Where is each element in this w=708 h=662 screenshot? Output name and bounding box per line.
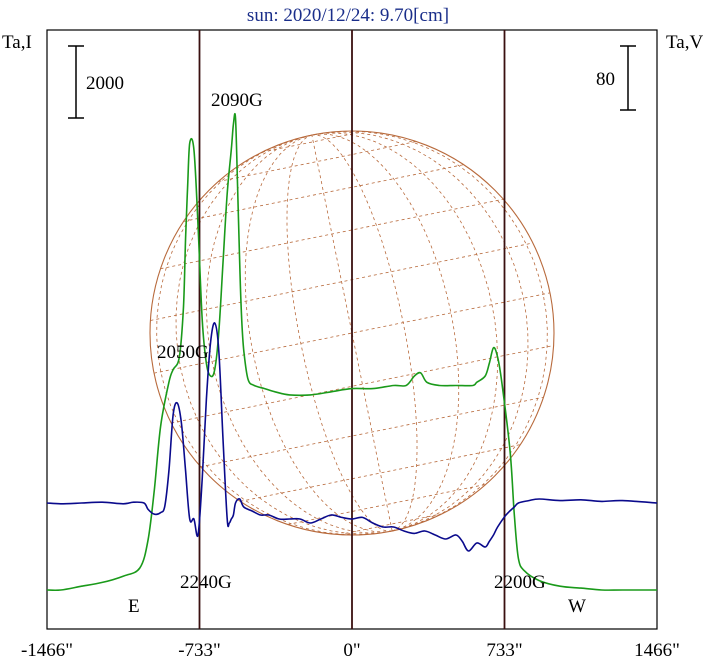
x-tick-label: 1466"	[634, 640, 680, 661]
annotation-2090g: 2090G	[211, 90, 263, 111]
meridian-line	[311, 132, 499, 532]
parallel-line	[287, 484, 486, 525]
polarization-series-line	[46, 322, 658, 552]
scale-bar-left: 2000	[68, 45, 124, 119]
parallel-line	[171, 345, 554, 424]
parallel-line	[218, 141, 417, 182]
parallel-line	[160, 198, 504, 270]
meridian-line	[244, 134, 393, 533]
east-limb-label: E	[128, 596, 140, 617]
scale-left-label: 2000	[86, 73, 124, 94]
x-tick-label: -1466"	[21, 640, 73, 661]
scale-right-label: 80	[596, 69, 615, 90]
annotation-2240g: 2240G	[180, 572, 232, 593]
parallel-line	[240, 444, 521, 502]
x-tick-label: -733"	[178, 640, 221, 661]
annotation-2050g: 2050G	[157, 342, 209, 363]
intensity-series-line	[46, 113, 657, 592]
x-tick-label: 733"	[486, 640, 522, 661]
meridian-line	[205, 134, 393, 534]
west-limb-label: W	[568, 596, 586, 617]
parallel-line	[200, 396, 544, 468]
limb-lines	[198, 30, 506, 629]
meridian-line	[311, 133, 460, 532]
x-ticks: -1466" -733" 0" 733" 1466"	[21, 640, 680, 661]
parallel-line	[339, 513, 443, 535]
right-axis-label: Ta,V	[666, 32, 703, 53]
meridian-line	[175, 134, 393, 535]
annotation-2200g: 2200G	[494, 572, 546, 593]
meridian-line	[311, 134, 418, 532]
parallel-line	[261, 131, 365, 153]
x-tick-label: 0"	[343, 640, 360, 661]
chart-title: sun: 2020/12/24: 9.70[cm]	[247, 5, 449, 26]
scale-bar-right: 80	[596, 45, 636, 111]
meridian-line	[156, 134, 393, 536]
left-axis-label: Ta,I	[2, 32, 32, 53]
meridian-line	[286, 134, 393, 532]
parallel-line	[183, 164, 464, 222]
parallel-line	[150, 242, 533, 321]
